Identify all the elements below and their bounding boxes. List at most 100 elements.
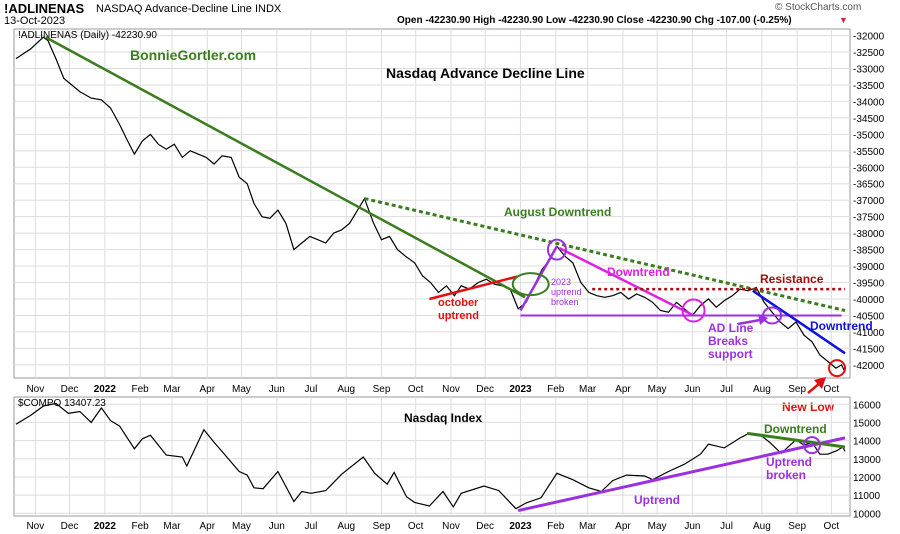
y-tick-label: -37500 (853, 213, 885, 224)
x-tick-label: Aug (753, 521, 771, 532)
x-tick-label: Oct (824, 521, 840, 532)
y-tick-label: 13000 (853, 455, 881, 466)
x-tick-label: 2023 (509, 384, 532, 395)
august-downtrend-line (364, 197, 846, 312)
y-tick-label: 12000 (853, 473, 881, 484)
y-tick-label: -41000 (853, 328, 885, 339)
x-tick-label: Nov (26, 521, 44, 532)
x-tick-label: Nov (26, 384, 44, 395)
x-tick-label: Jul (720, 384, 733, 395)
label-index-downtrend: Downtrend (764, 422, 827, 436)
x-tick-label: May (232, 521, 251, 532)
chart-title: Nasdaq Advance Decline Line (386, 65, 585, 81)
x-tick-label: Feb (547, 521, 565, 532)
y-tick-label: -39000 (853, 262, 885, 273)
x-tick-label: Jul (305, 384, 318, 395)
x-tick-label: Mar (163, 521, 181, 532)
x-tick-label: Apr (200, 384, 216, 395)
x-tick-label: May (232, 384, 251, 395)
x-tick-label: Oct (824, 384, 840, 395)
y-tick-label: -33500 (853, 81, 885, 92)
y-tick-label: -39500 (853, 279, 885, 290)
x-tick-label: 2023 (509, 521, 532, 532)
x-tick-label: Sep (373, 384, 391, 395)
label-blue-downtrend: Downtrend (810, 319, 873, 333)
y-tick-label: -32000 (853, 32, 885, 43)
label-2023-uptrend-broken: 2023 uptrend broken (551, 277, 582, 307)
x-tick-label: Dec (476, 384, 494, 395)
price-series-line (15, 402, 846, 510)
y-tick-label: 14000 (853, 437, 881, 448)
y-tick-label: -32500 (853, 48, 885, 59)
y-tick-label: 16000 (853, 400, 881, 411)
x-tick-label: Dec (61, 521, 79, 532)
change-down-arrow-icon: ▼ (839, 15, 848, 25)
x-tick-label: 2022 (94, 384, 117, 395)
x-tick-label: Apr (200, 521, 216, 532)
x-tick-label: 2022 (94, 521, 117, 532)
label-uptrend: Uptrend (634, 493, 680, 507)
x-tick-label: Sep (788, 521, 806, 532)
red-new-low-circle (828, 359, 847, 378)
y-tick-label: -41500 (853, 344, 885, 355)
x-tick-label: Aug (753, 384, 771, 395)
series-legend: !ADLINENAS (Daily) -42230.90 (18, 30, 157, 41)
x-tick-label: Feb (132, 384, 150, 395)
x-tick-label: May (648, 384, 667, 395)
y-tick-label: -36500 (853, 180, 885, 191)
stockcharts-brand: © StockCharts.com (775, 2, 862, 13)
y-tick-label: -34000 (853, 97, 885, 108)
x-tick-label: Feb (132, 521, 150, 532)
label-new-low: New Low (782, 400, 835, 414)
x-tick-label: Nov (442, 521, 460, 532)
x-tick-label: Mar (163, 384, 181, 395)
label-october-uptrend: october uptrend (438, 297, 479, 322)
y-tick-label: -37000 (853, 196, 885, 207)
y-tick-label: -40500 (853, 311, 885, 322)
blue-downtrend-line (752, 289, 846, 355)
new-low-arrow-head (814, 377, 826, 389)
x-tick-label: Jul (305, 521, 318, 532)
x-tick-label: Nov (442, 384, 460, 395)
x-tick-label: Sep (788, 384, 806, 395)
x-tick-label: Dec (476, 521, 494, 532)
y-tick-label: -40000 (853, 295, 885, 306)
x-tick-label: Jun (269, 521, 285, 532)
label-magenta-downtrend: Downtrend (607, 265, 670, 279)
y-tick-label: -33000 (853, 65, 885, 76)
x-tick-label: Oct (408, 521, 424, 532)
y-tick-label: -38000 (853, 229, 885, 240)
label-uptrend-broken: Uptrend broken (766, 455, 812, 482)
green-breakdown-circle (511, 272, 550, 297)
y-tick-label: -34500 (853, 114, 885, 125)
y-tick-label: -35000 (853, 130, 885, 141)
label-resistance: Resistance (760, 272, 824, 286)
x-tick-label: Aug (337, 384, 355, 395)
series-legend: $COMPO 13407.23 (18, 398, 106, 409)
y-tick-label: -38500 (853, 246, 885, 257)
magenta-downtrend-line (558, 246, 695, 317)
index-break-circle (802, 436, 821, 455)
x-tick-label: Sep (373, 521, 391, 532)
x-tick-label: Mar (579, 521, 597, 532)
y-tick-label: 10000 (853, 509, 881, 520)
y-tick-label: 15000 (853, 418, 881, 429)
x-tick-label: Dec (61, 384, 79, 395)
x-tick-label: Apr (615, 521, 631, 532)
x-tick-label: Jun (684, 384, 700, 395)
new-low-arrow-shaft (807, 382, 821, 394)
y-tick-label: 11000 (853, 491, 881, 502)
price-series-line (15, 36, 846, 373)
chart-symbol: !ADLINENAS (4, 1, 85, 16)
magenta-low-circle (681, 298, 706, 323)
x-tick-label: Apr (615, 384, 631, 395)
index-downtrend-line (746, 431, 846, 449)
october-uptrend-line (429, 275, 518, 301)
y-tick-label: -42000 (853, 361, 885, 372)
purple-peak-circle (546, 238, 567, 261)
chart-date: 13-Oct-2023 (4, 15, 66, 27)
chart-title: Nasdaq Index (404, 411, 482, 425)
x-tick-label: May (648, 521, 667, 532)
purple-support-break-circle (762, 306, 783, 325)
